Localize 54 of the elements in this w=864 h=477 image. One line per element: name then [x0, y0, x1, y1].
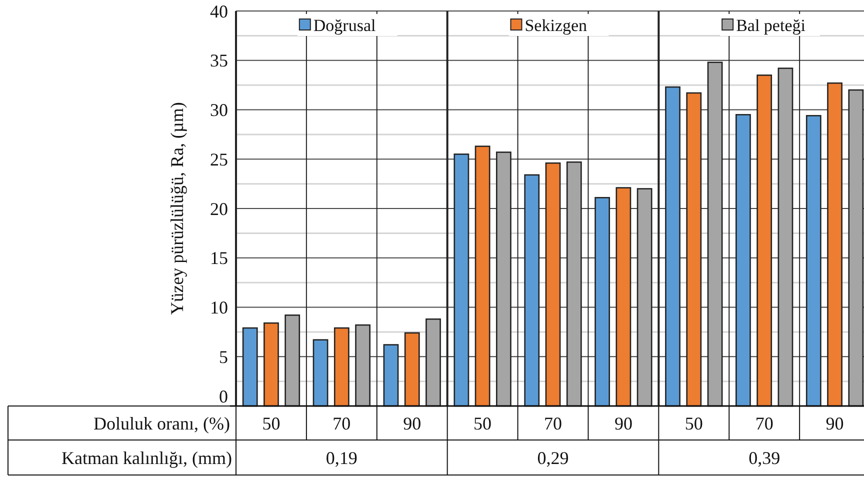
- bar: [707, 62, 723, 407]
- y-tick-label: 35: [210, 50, 228, 71]
- bar: [566, 161, 582, 407]
- x-tick-label: 90: [614, 413, 632, 434]
- bar: [284, 314, 300, 407]
- y-tick-label: 10: [210, 298, 228, 318]
- y-tick-label: 5: [219, 346, 228, 367]
- bar: [636, 188, 652, 407]
- bar: [756, 74, 772, 407]
- y-tick-label: 25: [210, 149, 228, 170]
- bar: [242, 327, 258, 407]
- legend-label: Bal peteği: [736, 16, 806, 35]
- x-tick-label: 50: [684, 413, 703, 434]
- x-tick-label: 50: [262, 413, 280, 434]
- bar: [454, 154, 470, 407]
- x-axis-title: Doluluk oranı, (%): [94, 413, 230, 434]
- bar: [264, 322, 279, 407]
- y-tick-label: 40: [210, 1, 228, 22]
- text: 0,29: [537, 448, 569, 468]
- bar: [686, 92, 702, 407]
- bar: [616, 187, 632, 407]
- x-tick-label: 90: [403, 413, 422, 434]
- bar: [355, 324, 370, 407]
- y-tick-label: 20: [210, 198, 228, 219]
- bar: [383, 344, 399, 407]
- bar: [474, 146, 490, 407]
- bar: [426, 318, 441, 407]
- x-tick-label: 90: [826, 413, 844, 434]
- bar: [806, 115, 822, 407]
- bar: [848, 89, 864, 407]
- text: 0,19: [326, 448, 358, 468]
- y-axis-title: Yüzey pürüzlülüğü, Ra, (µm): [167, 102, 187, 315]
- y-tick-label: 15: [210, 248, 228, 268]
- x-tick-label: 70: [544, 413, 562, 434]
- bar: [404, 332, 420, 407]
- bar: [665, 86, 680, 407]
- legend-label: Doğrusal: [313, 16, 376, 35]
- x-tick-label: 50: [474, 413, 492, 434]
- x-tick-label: 70: [332, 413, 351, 434]
- text: 0,39: [748, 448, 780, 468]
- bar: [524, 174, 540, 407]
- bar: [736, 114, 751, 407]
- bar: [334, 327, 350, 407]
- bar: [778, 68, 794, 407]
- bar: [594, 196, 610, 407]
- legend-label: Sekizgen: [524, 16, 588, 35]
- y-tick-label: 30: [210, 100, 228, 120]
- bar: [496, 152, 512, 407]
- x-tick-label: 70: [755, 413, 774, 434]
- bar: [312, 339, 328, 407]
- bar: [545, 162, 561, 407]
- y-tick-label: 0: [219, 386, 228, 406]
- text: Katman kalınlığı, (mm): [62, 448, 232, 468]
- bar: [827, 82, 842, 407]
